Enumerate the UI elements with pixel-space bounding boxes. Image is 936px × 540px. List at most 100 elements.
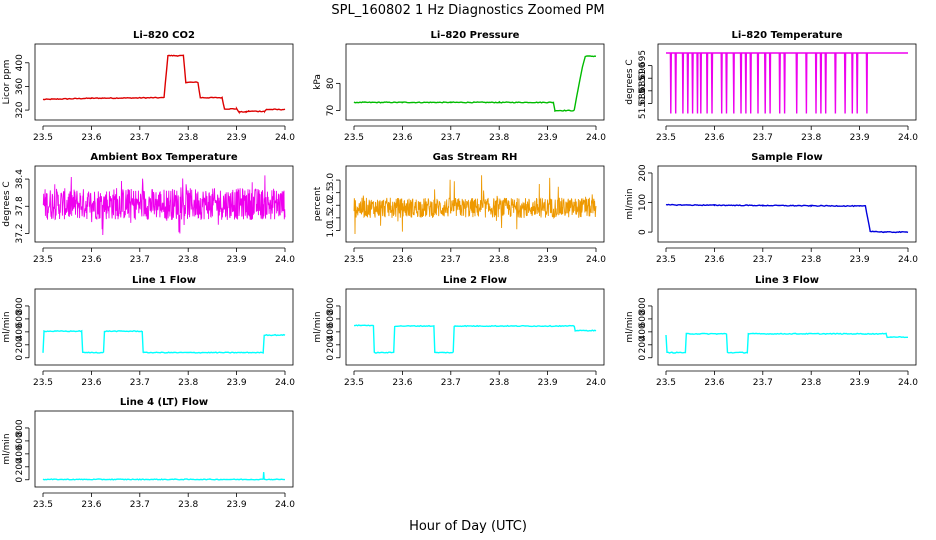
- y-axis-label: Licor ppm: [2, 60, 12, 105]
- x-tick-label: 23.9: [850, 255, 870, 265]
- x-tick-label: 23.9: [850, 133, 870, 143]
- x-tick-label: 23.8: [489, 133, 509, 143]
- x-tick-label: 23.9: [227, 255, 247, 265]
- y-tick-label: 51.695: [638, 50, 648, 82]
- x-tick-label: 23.6: [704, 133, 724, 143]
- y-tick-label: 1.0: [326, 223, 336, 238]
- x-tick-label: 24.0: [586, 378, 606, 388]
- plot-frame: [345, 165, 605, 243]
- chart-panel-7: Line 2 Flow ml/min 23.5 23.6 23.7 23.8 23.9 24.…: [313, 275, 606, 388]
- x-tick-label: 24.0: [275, 500, 295, 510]
- y-tick-label: 800: [326, 297, 336, 314]
- series-line: [42, 54, 286, 115]
- x-tick-label: 23.5: [33, 133, 53, 143]
- plot-frame: [345, 43, 605, 121]
- plot-area: [665, 203, 909, 234]
- chart-title: Ambient Box Temperature: [90, 152, 237, 163]
- plot-area: [353, 175, 597, 235]
- x-tick-label: 23.8: [801, 133, 821, 143]
- y-axis-label: ml/min: [313, 311, 323, 342]
- x-tick-label: 23.6: [392, 133, 412, 143]
- chart-title: Li–820 Temperature: [731, 30, 842, 41]
- chart-title: Line 1 Flow: [132, 275, 196, 286]
- y-tick-label: 400: [15, 54, 25, 71]
- x-tick-label: 23.7: [130, 500, 150, 510]
- chart-panel-5: Sample Flow ml/min 23.5 23.6 23.7 23.8 23.9 24.…: [625, 152, 918, 265]
- x-tick-label: 23.9: [227, 500, 247, 510]
- plot-area: [353, 55, 597, 112]
- chart-panel-1: Li–820 Pressure kPa 23.5 23.6 23.7 23.8 23.9 24…: [313, 30, 606, 143]
- plot-area: [354, 324, 597, 354]
- y-tick-label: 400: [326, 323, 336, 340]
- y-tick-label: 600: [15, 310, 25, 327]
- y-axis-label: ml/min: [625, 188, 635, 219]
- series-line: [665, 203, 909, 234]
- y-tick-label: 51.685: [638, 75, 648, 107]
- y-tick-label: 600: [638, 310, 648, 327]
- x-tick-label: 23.6: [392, 378, 412, 388]
- x-tick-label: 23.8: [178, 500, 198, 510]
- chart-panel-4: Gas Stream RH percent 23.5 23.6 23.7 23.8 23.9…: [313, 152, 606, 265]
- series-line: [666, 52, 908, 114]
- y-tick-label: 0: [638, 229, 648, 235]
- x-tick-label: 23.5: [33, 500, 53, 510]
- x-tick-label: 23.6: [81, 255, 101, 265]
- x-tick-label: 23.6: [704, 378, 724, 388]
- x-tick-label: 23.6: [81, 500, 101, 510]
- x-tick-label: 23.7: [441, 133, 461, 143]
- y-tick-label: 800: [15, 297, 25, 314]
- x-tick-label: 23.8: [801, 255, 821, 265]
- y-tick-label: 400: [15, 323, 25, 340]
- chart-panel-8: Line 3 Flow ml/min 23.5 23.6 23.7 23.8 23.9 24.…: [625, 275, 918, 388]
- chart-title: Li–820 Pressure: [431, 30, 520, 41]
- x-tick-label: 23.9: [538, 255, 558, 265]
- y-tick-label: 0: [15, 355, 25, 361]
- plot-area: [42, 472, 285, 481]
- chart-title: Line 4 (LT) Flow: [120, 397, 208, 408]
- series-line: [665, 332, 908, 354]
- plot-frame: [345, 288, 605, 366]
- y-tick-label: 1.5: [326, 211, 336, 225]
- x-tick-label: 23.8: [178, 255, 198, 265]
- x-tick-label: 23.5: [344, 133, 364, 143]
- x-tick-label: 23.9: [538, 133, 558, 143]
- x-tick-label: 23.5: [344, 378, 364, 388]
- x-tick-label: 23.7: [130, 255, 150, 265]
- x-axis-label: Hour of Day (UTC): [409, 519, 527, 534]
- y-axis-label: percent: [313, 186, 323, 221]
- y-tick-label: 51.690: [638, 62, 648, 94]
- y-tick-label: 600: [15, 432, 25, 449]
- y-tick-label: 37.2: [15, 223, 25, 243]
- x-tick-label: 23.7: [753, 378, 773, 388]
- y-tick-label: 200: [15, 458, 25, 475]
- plot-frame: [657, 43, 917, 121]
- plot-area: [42, 329, 286, 354]
- x-tick-label: 23.6: [704, 255, 724, 265]
- chart-title: Sample Flow: [751, 152, 823, 163]
- x-tick-label: 23.8: [178, 378, 198, 388]
- series-line: [353, 55, 597, 112]
- y-axis-label: ml/min: [2, 311, 12, 342]
- plot-frame: [34, 43, 294, 121]
- y-tick-label: 38.4: [15, 169, 25, 189]
- y-tick-label: 320: [15, 101, 25, 118]
- y-tick-label: 2.0: [326, 198, 336, 213]
- y-tick-label: 600: [326, 310, 336, 327]
- chart-title: Line 3 Flow: [755, 275, 819, 286]
- y-tick-label: 0: [638, 355, 648, 361]
- y-tick-label: 2.5: [326, 186, 336, 200]
- x-tick-label: 23.8: [489, 255, 509, 265]
- chart-title: Li–820 CO2: [133, 30, 195, 41]
- y-tick-label: 400: [638, 323, 648, 340]
- y-axis-label: ml/min: [2, 433, 12, 464]
- y-tick-label: 70: [326, 105, 336, 117]
- series-line: [353, 175, 597, 235]
- x-tick-label: 23.7: [753, 133, 773, 143]
- plot-area: [666, 52, 908, 114]
- page-title: SPL_160802 1 Hz Diagnostics Zoomed PM: [331, 3, 604, 18]
- plot-area: [665, 332, 908, 354]
- x-tick-label: 23.8: [178, 133, 198, 143]
- y-axis-label: degrees C: [625, 59, 635, 104]
- plot-frame: [34, 410, 294, 488]
